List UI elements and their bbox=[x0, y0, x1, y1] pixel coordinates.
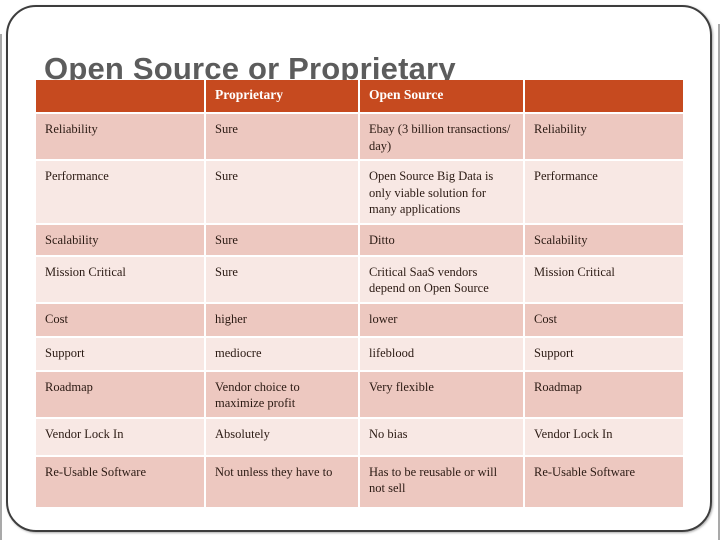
row-label-cell: Performance bbox=[36, 161, 204, 223]
open-source-cell: lower bbox=[360, 303, 523, 336]
screen-edge-left bbox=[0, 34, 2, 540]
label-repeat-cell: Performance bbox=[525, 161, 683, 223]
proprietary-cell: Sure bbox=[206, 256, 358, 302]
label-repeat-cell: Vendor Lock In bbox=[525, 418, 683, 455]
label-repeat-cell: Reliability bbox=[525, 114, 683, 159]
table-row: Performance Sure Open Source Big Data is… bbox=[36, 161, 683, 223]
label-repeat-cell: Scalability bbox=[525, 224, 683, 255]
column-header-blank-right bbox=[525, 80, 683, 112]
row-label-cell: Reliability bbox=[36, 114, 204, 159]
row-label-cell: Vendor Lock In bbox=[36, 418, 204, 455]
table-header-row: Proprietary Open Source bbox=[36, 80, 683, 112]
open-source-cell: Has to be reusable or will not sell bbox=[360, 456, 523, 507]
proprietary-cell: Sure bbox=[206, 114, 358, 159]
slide-title: Open Source or Proprietary bbox=[44, 50, 456, 86]
open-source-cell: Open Source Big Data is only viable solu… bbox=[360, 161, 523, 223]
label-repeat-cell: Cost bbox=[525, 303, 683, 336]
open-source-cell: lifeblood bbox=[360, 337, 523, 370]
column-header-blank-left bbox=[36, 80, 204, 112]
table-row: Scalability Sure Ditto Scalability bbox=[36, 224, 683, 255]
table-row: Cost higher lower Cost bbox=[36, 303, 683, 336]
open-source-cell: Ditto bbox=[360, 224, 523, 255]
table-row: Roadmap Vendor choice to maximize profit… bbox=[36, 371, 683, 417]
table-row: Mission Critical Sure Critical SaaS vend… bbox=[36, 256, 683, 302]
label-repeat-cell: Mission Critical bbox=[525, 256, 683, 302]
column-header-open-source: Open Source bbox=[360, 80, 523, 112]
row-label-cell: Roadmap bbox=[36, 371, 204, 417]
open-source-cell: No bias bbox=[360, 418, 523, 455]
row-label-cell: Scalability bbox=[36, 224, 204, 255]
open-source-cell: Ebay (3 billion transactions/ day) bbox=[360, 114, 523, 159]
table-row: Reliability Sure Ebay (3 billion transac… bbox=[36, 114, 683, 159]
proprietary-cell: Sure bbox=[206, 224, 358, 255]
screen-edge-right bbox=[718, 24, 720, 540]
table-row: Re-Usable Software Not unless they have … bbox=[36, 456, 683, 507]
proprietary-cell: mediocre bbox=[206, 337, 358, 370]
comparison-table: Proprietary Open Source Reliability Sure… bbox=[34, 78, 685, 509]
open-source-cell: Critical SaaS vendors depend on Open Sou… bbox=[360, 256, 523, 302]
proprietary-cell: higher bbox=[206, 303, 358, 336]
proprietary-cell: Vendor choice to maximize profit bbox=[206, 371, 358, 417]
column-header-proprietary: Proprietary bbox=[206, 80, 358, 112]
table-row: Vendor Lock In Absolutely No bias Vendor… bbox=[36, 418, 683, 455]
proprietary-cell: Sure bbox=[206, 161, 358, 223]
label-repeat-cell: Support bbox=[525, 337, 683, 370]
proprietary-cell: Absolutely bbox=[206, 418, 358, 455]
open-source-cell: Very flexible bbox=[360, 371, 523, 417]
label-repeat-cell: Roadmap bbox=[525, 371, 683, 417]
row-label-cell: Re-Usable Software bbox=[36, 456, 204, 507]
proprietary-cell: Not unless they have to bbox=[206, 456, 358, 507]
row-label-cell: Cost bbox=[36, 303, 204, 336]
row-label-cell: Support bbox=[36, 337, 204, 370]
table-row: Support mediocre lifeblood Support bbox=[36, 337, 683, 370]
label-repeat-cell: Re-Usable Software bbox=[525, 456, 683, 507]
row-label-cell: Mission Critical bbox=[36, 256, 204, 302]
